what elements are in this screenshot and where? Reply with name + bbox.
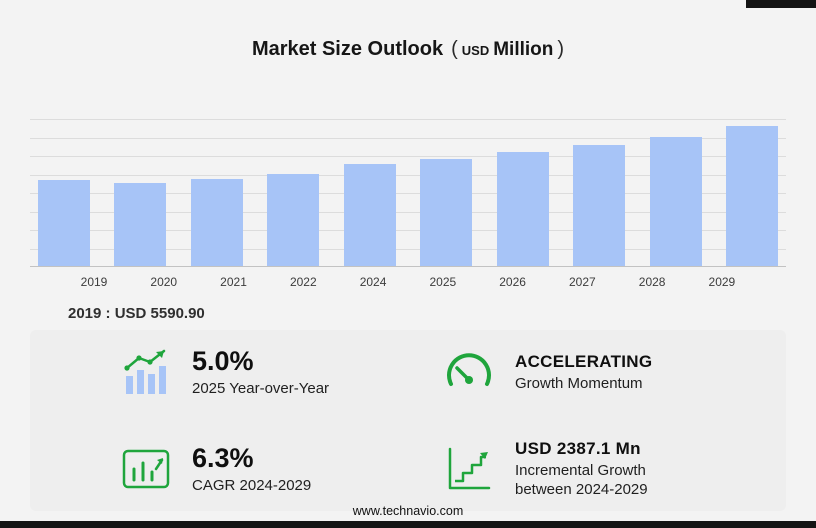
stat-yoy: 5.0% 2025 Year-over-Year bbox=[120, 346, 443, 399]
top-right-strip bbox=[746, 0, 816, 8]
chart-bar bbox=[114, 183, 167, 266]
chart-bar bbox=[649, 137, 702, 266]
stat-momentum-label: Growth Momentum bbox=[515, 374, 643, 392]
chart-bar bbox=[38, 180, 90, 266]
stat-incremental-label: Incremental Growth between 2024-2029 bbox=[515, 461, 648, 498]
bottom-strip bbox=[0, 521, 816, 528]
stat-yoy-text: 5.0% 2025 Year-over-Year bbox=[192, 346, 329, 399]
stat-incremental-text: USD 2387.1 Mn Incremental Growth between… bbox=[515, 439, 690, 500]
growth-steps-icon bbox=[448, 447, 491, 490]
x-axis-label: 2022 bbox=[289, 275, 317, 289]
footer-site-link[interactable]: www.technavio.com bbox=[352, 504, 464, 518]
gridline bbox=[30, 138, 786, 139]
chart-bar bbox=[267, 174, 320, 266]
x-axis-label: 2020 bbox=[150, 275, 178, 289]
chart-bar bbox=[496, 152, 549, 266]
speedometer-icon bbox=[447, 353, 491, 387]
unit-million: Million bbox=[493, 39, 554, 60]
unit-label: ( USD Million ) bbox=[451, 38, 564, 61]
stat-momentum-text: ACCELERATING Growth Momentum bbox=[515, 352, 652, 394]
x-axis-label: 2025 bbox=[429, 275, 457, 289]
x-axis-label: 2026 bbox=[499, 275, 526, 289]
bar-growth-icon bbox=[124, 350, 166, 395]
gridline bbox=[30, 230, 786, 231]
x-axis-label: 2027 bbox=[569, 275, 596, 289]
stat-yoy-value: 5.0% bbox=[192, 346, 254, 376]
page-title: Market Size Outlook bbox=[251, 38, 444, 60]
stat-incremental: USD 2387.1 Mn Incremental Growth between… bbox=[443, 439, 766, 500]
x-axis-labels: 2019 2020 2021 2022 2024 2025 2026 2027 2028 2029 bbox=[68, 275, 748, 289]
chart-bar bbox=[420, 159, 473, 266]
chart-bar bbox=[573, 145, 626, 266]
chart-bar bbox=[190, 179, 243, 266]
x-axis-label: 2019 bbox=[80, 275, 108, 289]
stat-cagr: 6.3% CAGR 2024-2029 bbox=[120, 439, 443, 500]
chart-bar bbox=[343, 164, 396, 266]
chart-header: Market Size Outlook ( USD Million ) bbox=[0, 0, 816, 61]
stat-yoy-label: 2025 Year-over-Year bbox=[192, 380, 330, 397]
gridline bbox=[30, 175, 786, 176]
gridline bbox=[30, 193, 786, 194]
stat-momentum-value: ACCELERATING bbox=[515, 351, 653, 371]
unit-currency: USD bbox=[461, 43, 490, 58]
stat-cagr-value: 6.3% bbox=[192, 442, 254, 473]
unit-paren-close: ) bbox=[557, 38, 565, 60]
chart-window-icon bbox=[122, 449, 170, 489]
chart-bar bbox=[725, 126, 778, 266]
gridline bbox=[30, 119, 786, 120]
stat-cagr-label: CAGR 2024-2029 bbox=[192, 476, 312, 494]
base-year-callout: 2019 : USD 5590.90 bbox=[68, 305, 205, 322]
bars bbox=[38, 119, 778, 266]
gridline bbox=[30, 249, 786, 250]
unit-paren-open: ( bbox=[451, 38, 458, 60]
gridline bbox=[30, 156, 786, 157]
x-axis-label: 2024 bbox=[359, 275, 387, 289]
x-axis-label: 2028 bbox=[638, 275, 666, 289]
x-axis-label: 2029 bbox=[708, 275, 736, 289]
stat-momentum: ACCELERATING Growth Momentum bbox=[443, 346, 766, 399]
chart-area: 2019 2020 2021 2022 2024 2025 2026 2027 2028 2029 bbox=[30, 119, 786, 289]
bar-chart bbox=[30, 119, 786, 267]
stats-panel: 5.0% 2025 Year-over-Year ACCELERATING Gr… bbox=[30, 330, 786, 512]
stat-incremental-value: USD 2387.1 Mn bbox=[515, 438, 641, 458]
gridline bbox=[30, 212, 786, 213]
stat-cagr-text: 6.3% CAGR 2024-2029 bbox=[192, 443, 311, 496]
x-axis-label: 2021 bbox=[220, 275, 247, 289]
